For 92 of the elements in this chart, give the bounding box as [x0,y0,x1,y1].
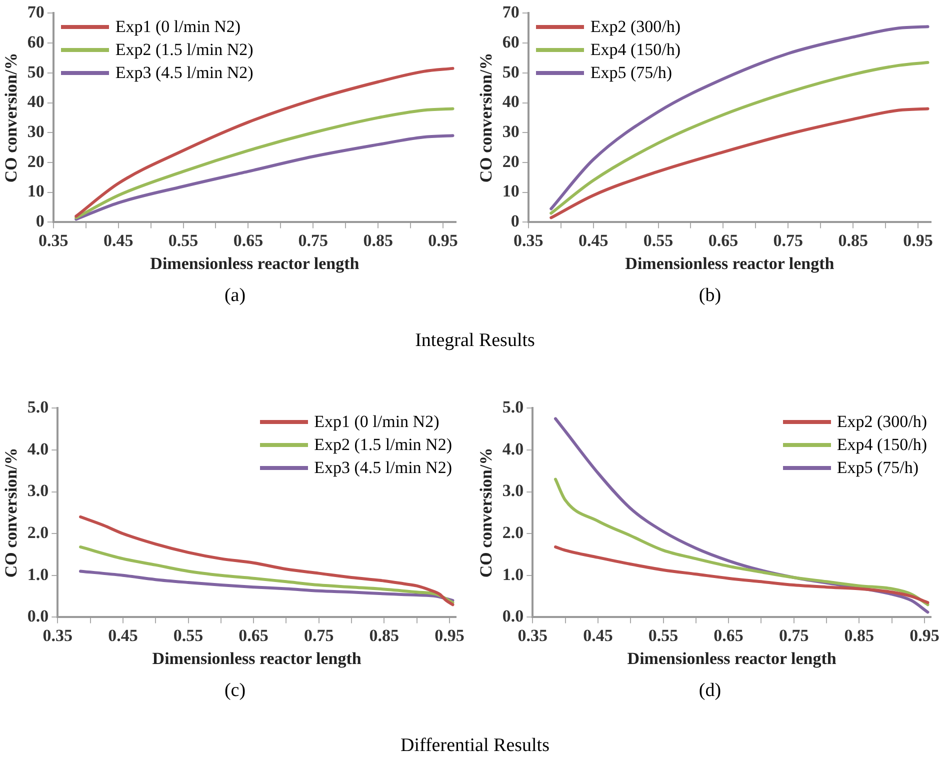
text: Differential Results [400,735,550,757]
y-tick-label: 4.0 [502,439,524,458]
x-tick-label: 0.85 [838,230,868,250]
line-series [554,478,930,606]
x-tick-label: 0.95 [903,230,933,250]
x-tick-label: 0.45 [583,626,613,645]
x-tick-label: 0.75 [298,230,328,250]
x-tick-label: 0.75 [304,626,334,645]
legend-label: Exp4 (150/h) [836,434,927,456]
line-series [74,134,454,221]
text: Integral Results [414,330,536,352]
x-tick-label: 0.35 [38,230,68,250]
legend-label: Exp1 (0 l/min N2) [115,16,241,38]
y-tick-label: 0 [36,212,44,231]
line-series [79,545,454,604]
line-series [74,107,454,220]
x-axis-title: Dimensionless reactor length [150,254,360,274]
y-tick-label: 1.0 [502,564,524,584]
legend-label: Exp2 (1.5 l/min N2) [115,39,254,62]
x-tick-label: 0.45 [103,230,134,250]
legend-label: Exp3 (4.5 l/min N2) [314,457,452,480]
y-tick-label: 40 [502,92,520,112]
x-tick-label: 0.55 [168,230,198,250]
y-tick-label: 20 [502,152,520,171]
x-axis-title: Dimensionless reactor length [152,649,362,668]
x-axis-title: Dimensionless reactor length [627,649,837,668]
y-tick-label: 5.0 [502,398,524,417]
text: (c) [223,680,247,703]
text: (b) [698,285,722,308]
x-tick-label: 0.75 [773,230,804,250]
y-axis-title: CO conversion/% [476,52,496,183]
text: (a) [223,285,247,308]
y-axis-title: CO conversion/% [476,448,496,578]
y-tick-label: 70 [502,2,520,22]
y-tick-label: 0.0 [502,606,524,626]
legend-label: Exp5 (75/h) [590,62,672,84]
y-tick-label: 3.0 [27,481,49,500]
legend-label: Exp1 (0 l/min N2) [314,411,440,434]
x-tick-label: 0.35 [42,626,73,645]
y-tick-label: 1.0 [27,564,49,584]
y-tick-label: 60 [27,32,44,52]
x-axis-title: Dimensionless reactor length [625,254,835,274]
line-series [79,515,454,606]
x-tick-label: 0.55 [173,626,204,645]
y-tick-label: 10 [27,182,44,201]
y-tick-label: 50 [502,62,520,82]
y-axis-title: CO conversion/% [2,52,21,183]
x-tick-label: 0.85 [844,626,874,645]
x-tick-label: 0.65 [708,230,738,250]
x-tick-label: 0.95 [434,626,464,645]
legend-label: Exp4 (150/h) [590,39,681,62]
x-tick-label: 0.75 [778,626,809,645]
x-tick-label: 0.45 [108,626,138,645]
x-tick-label: 0.85 [369,626,400,645]
line-series [550,60,930,215]
y-tick-label: 2.0 [27,522,49,542]
y-axis-title: CO conversion/% [2,448,21,578]
legend-label: Exp2 (300/h) [836,411,927,434]
y-tick-label: 60 [502,32,520,52]
x-tick-label: 0.35 [514,230,544,250]
y-tick-label: 30 [502,122,520,142]
y-tick-label: 2.0 [502,522,524,542]
x-tick-label: 0.55 [648,626,678,645]
text: (d) [698,680,722,703]
x-tick-label: 0.95 [428,230,458,250]
x-tick-label: 0.95 [910,626,940,645]
y-tick-label: 30 [27,122,44,142]
x-tick-label: 0.55 [643,230,674,250]
legend-label: Exp2 (300/h) [590,16,681,38]
legend-label: Exp3 (4.5 l/min N2) [115,62,254,84]
y-tick-label: 3.0 [502,481,524,500]
x-tick-label: 0.65 [714,626,744,645]
line-series [550,107,930,220]
y-tick-label: 50 [27,62,44,82]
y-tick-label: 5.0 [27,398,49,417]
line-series [79,570,454,602]
y-tick-label: 40 [27,92,44,112]
y-tick-label: 10 [502,182,520,201]
x-tick-label: 0.45 [578,230,608,250]
y-tick-label: 70 [27,2,44,22]
legend-label: Exp5 (75/h) [836,457,918,480]
x-tick-label: 0.65 [233,230,264,250]
line-series [74,66,454,218]
y-tick-label: 0 [510,212,520,231]
line-series [554,545,930,604]
y-tick-label: 0.0 [27,606,49,626]
legend-label: Exp2 (1.5 l/min N2) [314,434,452,456]
y-tick-label: 4.0 [27,439,49,458]
x-tick-label: 0.35 [518,626,548,645]
y-tick-label: 20 [27,152,44,171]
x-tick-label: 0.65 [238,626,268,645]
x-tick-label: 0.85 [363,230,393,250]
